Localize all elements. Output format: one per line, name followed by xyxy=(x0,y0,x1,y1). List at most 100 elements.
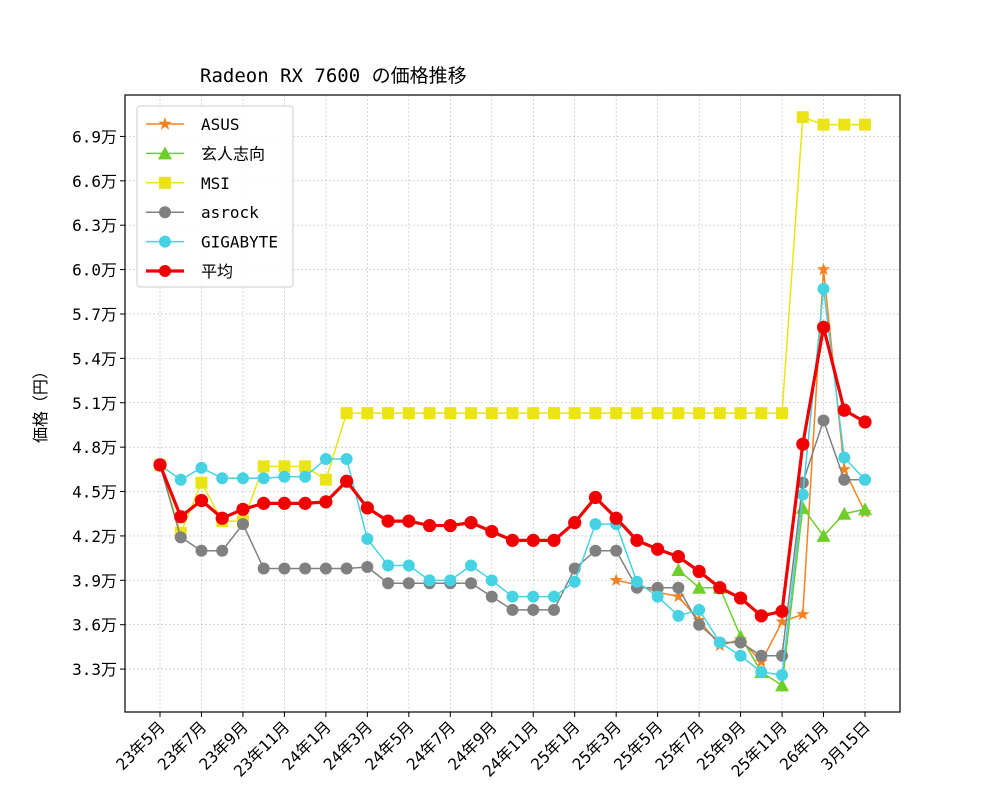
data-point xyxy=(298,496,312,510)
data-point xyxy=(382,559,395,572)
data-point xyxy=(776,407,789,420)
legend-label: 平均 xyxy=(201,262,233,281)
data-point xyxy=(402,559,415,572)
data-point xyxy=(755,407,768,420)
data-point xyxy=(382,407,395,420)
data-point xyxy=(423,574,436,587)
series-asrock xyxy=(154,414,871,662)
data-point xyxy=(838,451,851,464)
data-point xyxy=(277,496,292,510)
legend-marker xyxy=(159,265,171,277)
data-point xyxy=(381,514,395,528)
data-point xyxy=(754,609,768,623)
data-point xyxy=(609,511,623,525)
data-point xyxy=(257,562,270,575)
data-point xyxy=(776,669,789,682)
data-point xyxy=(610,407,623,420)
data-point xyxy=(361,560,374,573)
data-point xyxy=(671,589,685,603)
data-point xyxy=(195,461,208,474)
legend-label: MSI xyxy=(201,174,230,193)
data-point xyxy=(609,573,623,586)
data-point xyxy=(858,502,872,516)
data-point xyxy=(837,403,851,417)
data-point xyxy=(816,320,831,334)
legend-marker xyxy=(159,206,171,219)
data-point xyxy=(692,580,707,594)
data-point xyxy=(859,473,871,486)
data-point xyxy=(547,407,560,420)
data-point xyxy=(319,495,333,509)
data-point xyxy=(568,516,582,530)
data-point xyxy=(174,510,188,524)
y-tick-label: 3.9万 xyxy=(72,571,117,590)
data-point xyxy=(610,544,623,557)
data-point xyxy=(795,500,810,514)
data-point xyxy=(775,614,789,628)
data-point xyxy=(505,533,520,547)
data-point xyxy=(319,452,332,465)
y-tick-label: 4.5万 xyxy=(72,483,117,502)
data-point xyxy=(693,603,706,616)
data-point xyxy=(299,470,312,483)
data-point xyxy=(776,649,789,662)
data-point xyxy=(630,575,643,588)
data-point xyxy=(547,603,560,616)
data-point xyxy=(215,511,229,525)
data-point xyxy=(340,562,353,575)
data-point xyxy=(319,473,332,486)
y-tick-label: 6.0万 xyxy=(72,261,117,280)
chart-title: Radeon RX 7600 の価格推移 xyxy=(200,65,467,87)
data-point xyxy=(195,544,208,557)
data-point xyxy=(236,472,249,485)
data-point xyxy=(527,590,540,603)
data-point xyxy=(485,524,499,539)
data-point xyxy=(588,490,603,505)
data-point xyxy=(672,407,685,420)
data-point xyxy=(838,473,851,486)
data-point xyxy=(485,407,498,420)
data-point xyxy=(423,407,436,420)
data-point xyxy=(340,474,354,488)
data-point xyxy=(422,518,437,533)
data-point xyxy=(837,506,852,520)
data-point xyxy=(630,533,644,547)
data-point xyxy=(713,636,726,649)
legend-label: ASUS xyxy=(201,115,240,134)
data-point xyxy=(257,496,271,510)
data-point xyxy=(859,118,871,131)
data-point xyxy=(713,581,727,595)
data-point xyxy=(630,407,643,420)
y-tick-label: 4.8万 xyxy=(72,438,117,457)
y-axis: 3.3万 3.6万 3.9万 4.2万 4.5万 4.8万 5.1万 5.4万 5.7万 6.0万… xyxy=(72,127,125,679)
data-point xyxy=(734,407,747,420)
data-point xyxy=(817,118,830,131)
data-point xyxy=(402,577,415,590)
legend: ASUS 玄人志向 MSI asrock GIGABYTE 平均 xyxy=(136,105,294,288)
data-point xyxy=(547,590,560,603)
data-point xyxy=(236,518,249,531)
legend-label: 玄人志向 xyxy=(201,144,265,163)
data-point xyxy=(734,636,747,649)
series-layer xyxy=(153,111,872,692)
data-point xyxy=(589,518,602,531)
data-point xyxy=(651,542,665,556)
y-tick-label: 6.9万 xyxy=(72,127,117,146)
data-point xyxy=(817,414,830,427)
data-point xyxy=(816,528,831,542)
data-point xyxy=(361,407,374,420)
y-tick-label: 5.7万 xyxy=(72,305,117,324)
legend-marker xyxy=(159,235,171,248)
data-point xyxy=(589,407,602,420)
data-point xyxy=(775,604,789,618)
series-line xyxy=(677,505,866,687)
data-point xyxy=(444,407,457,420)
data-point xyxy=(651,590,664,603)
data-point xyxy=(568,407,581,420)
y-tick-label: 5.1万 xyxy=(72,394,117,413)
data-point xyxy=(733,591,748,605)
data-point xyxy=(755,649,768,662)
data-point xyxy=(257,472,270,485)
data-point xyxy=(382,577,395,590)
data-point xyxy=(153,458,167,472)
